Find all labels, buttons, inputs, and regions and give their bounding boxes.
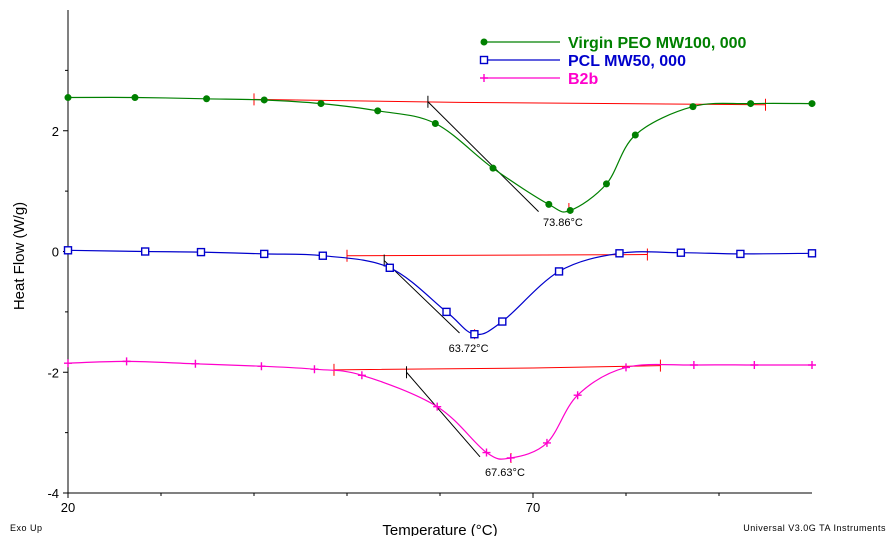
pcl-legend-marker	[479, 55, 489, 65]
b2b-point	[433, 402, 442, 411]
pcl-point	[260, 249, 269, 259]
pcl-point	[196, 247, 206, 257]
y-axis-label: Heat Flow (W/g)	[11, 202, 28, 310]
b2b-point	[622, 363, 630, 372]
b2b-point	[506, 453, 515, 462]
b2b-legend-marker	[480, 74, 488, 82]
b2b-point	[357, 371, 366, 380]
peo-legend-marker	[480, 38, 488, 46]
pcl-point	[140, 247, 150, 256]
x-tick-label: 70	[526, 500, 540, 515]
b2b-point	[573, 391, 582, 400]
pcl-point	[470, 330, 479, 339]
peo-onset-tangent	[427, 101, 539, 213]
pcl-point	[736, 249, 745, 259]
pcl-baseline	[346, 254, 648, 257]
peo-point	[689, 103, 697, 111]
x-tick-label: 20	[61, 500, 75, 515]
b2b-baseline	[333, 365, 661, 371]
peo-point	[131, 94, 139, 102]
peo-point	[545, 200, 553, 208]
b2b-point	[689, 361, 698, 370]
y-tick-label: 0	[52, 245, 59, 260]
instrument-credit: Universal V3.0G TA Instruments	[743, 523, 886, 533]
peo-point	[317, 100, 325, 108]
y-tick-label: -4	[47, 486, 59, 501]
peo-point	[260, 96, 268, 104]
b2b-point	[482, 448, 491, 457]
peo-peak-label: 73.86°C	[543, 217, 583, 229]
exo-up-note: Exo Up	[10, 523, 43, 533]
markers-group	[63, 94, 817, 462]
pcl-peak-label: 63.72°C	[449, 343, 489, 355]
b2b-point	[122, 357, 131, 366]
pcl-curve	[67, 249, 813, 336]
pcl-point	[807, 249, 817, 258]
peo-point	[374, 107, 382, 115]
pcl-point	[498, 317, 507, 326]
b2b-point	[542, 438, 551, 447]
plot-frame: 20-2-420 70	[47, 10, 812, 515]
b2b-peak-label: 67.63°C	[485, 467, 525, 479]
peo-point	[747, 100, 755, 108]
pcl-onset-tangent	[383, 260, 460, 334]
peo-point	[566, 206, 574, 214]
pcl-point	[676, 248, 686, 257]
b2b-point	[808, 361, 816, 370]
peo-curve	[67, 96, 813, 213]
b2b-onset-tangent	[406, 371, 481, 458]
x-axis-label: Temperature (°C)	[382, 522, 497, 536]
peo-point	[64, 94, 72, 102]
pcl-point	[615, 249, 624, 258]
b2b-point	[64, 359, 72, 368]
peo-point	[431, 120, 439, 128]
peo-point	[489, 164, 497, 172]
pcl-legend-label: PCL MW50, 000	[568, 53, 686, 70]
curves-group: 73.86°C 63.72°C 67.63°C	[67, 93, 813, 479]
peo-point	[631, 131, 639, 139]
b2b-point	[191, 359, 200, 368]
y-tick-label: 2	[52, 124, 59, 139]
pcl-point	[63, 246, 73, 255]
b2b-curve	[67, 360, 812, 460]
peo-point	[602, 180, 610, 188]
b2b-point	[310, 365, 319, 374]
peo-point	[203, 95, 211, 103]
b2b-legend-label: B2b	[568, 71, 598, 88]
b2b-point	[750, 361, 759, 370]
peo-legend-label: Virgin PEO MW100, 000	[568, 35, 747, 52]
pcl-point	[385, 263, 394, 273]
pcl-point	[318, 251, 328, 260]
b2b-point	[257, 362, 266, 371]
pcl-point	[554, 267, 564, 276]
y-tick-label: -2	[47, 365, 59, 380]
pcl-point	[442, 307, 451, 317]
peo-point	[808, 100, 816, 108]
